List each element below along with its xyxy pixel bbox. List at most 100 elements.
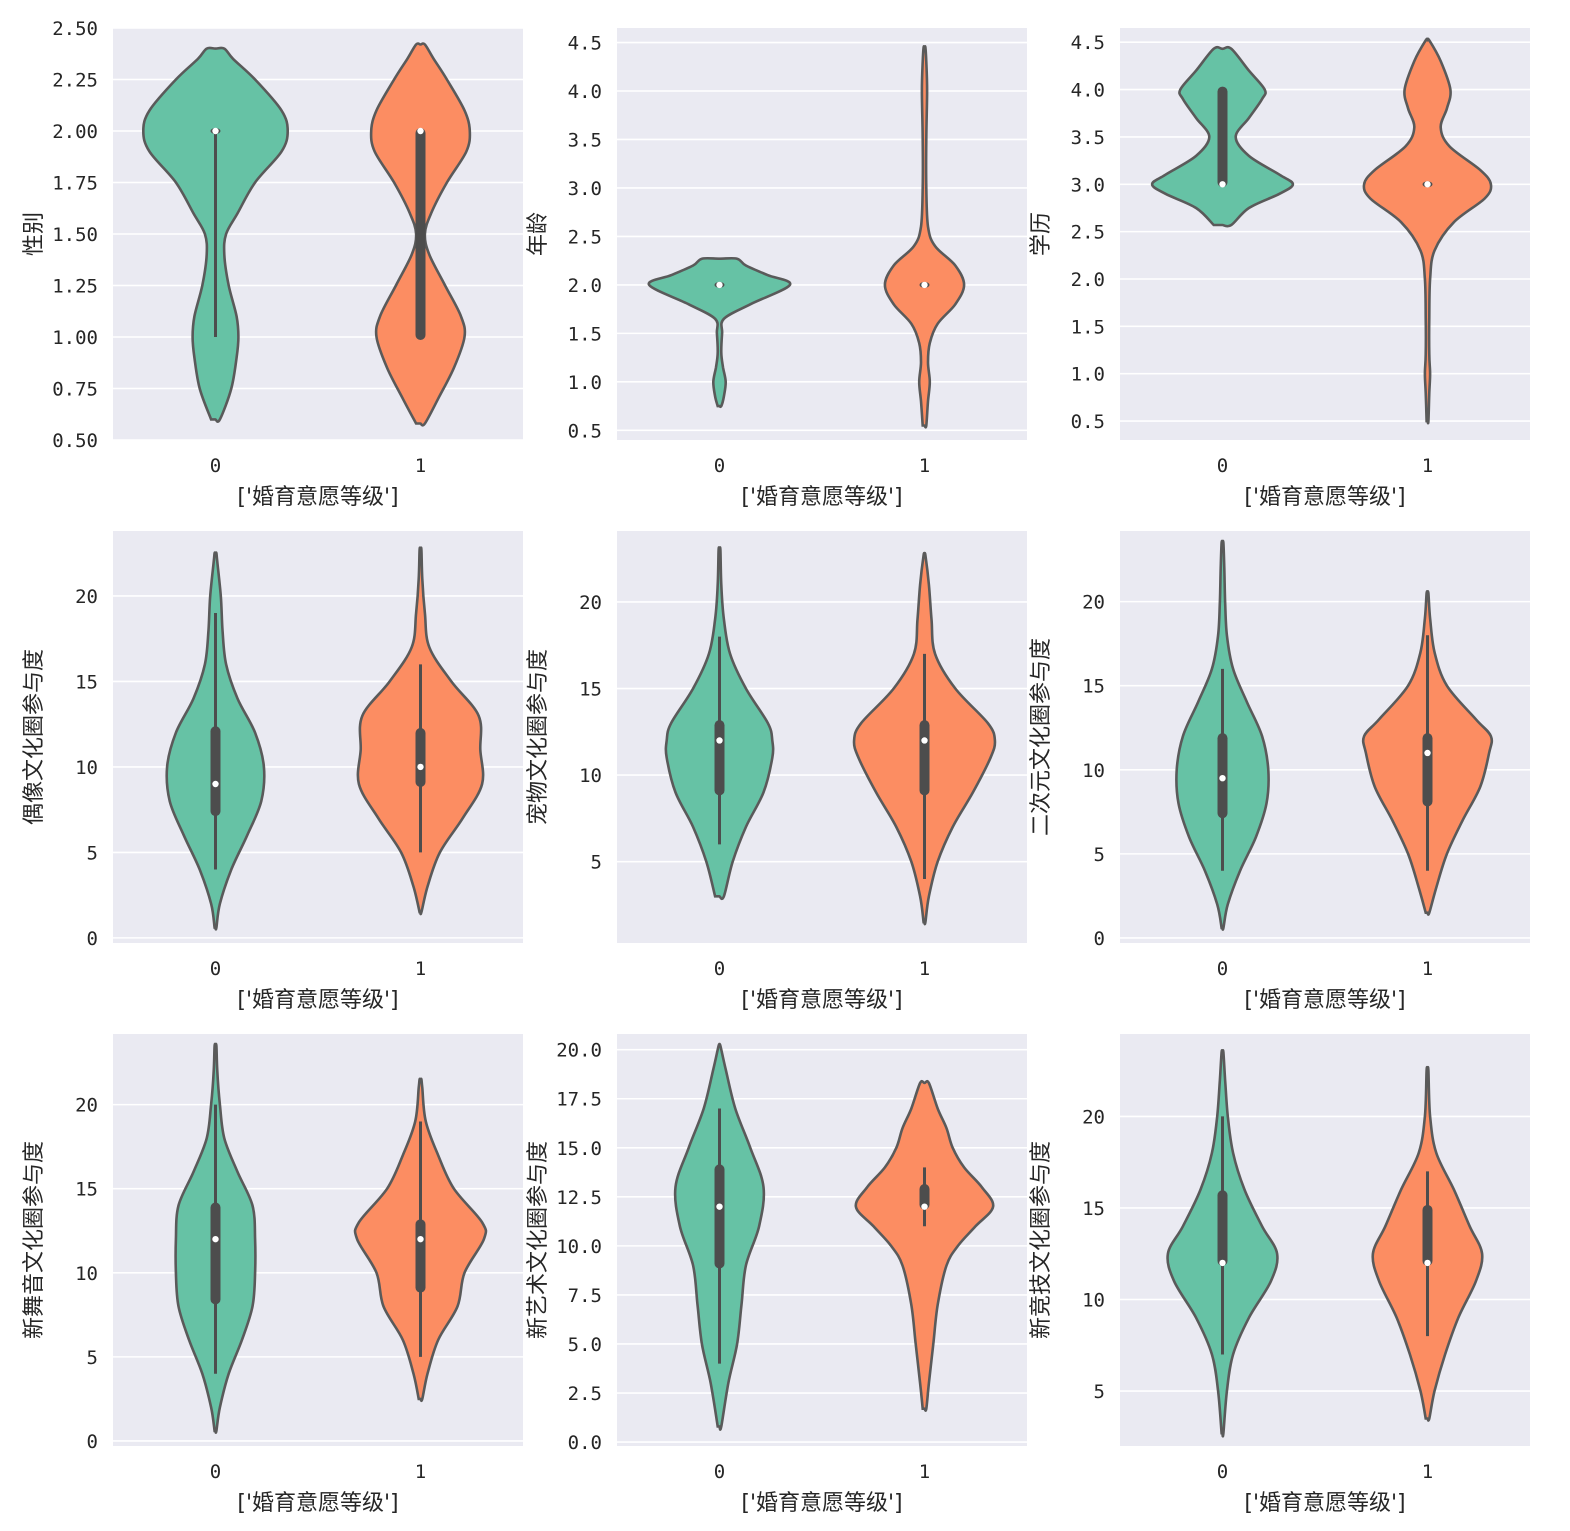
x-tick-label: 0 [210, 1461, 221, 1483]
x-axis-label: ['婚育意愿等级'] [741, 1491, 902, 1516]
subplot-2: 0.5 1.0 1.5 2.0 2.5 3.0 3.5 4.0 4.5 0 1 ['婚育意愿等级'] 年… [526, 28, 1027, 510]
y-tick-label: 1.5 [568, 323, 602, 345]
y-tick-label: 2.25 [52, 70, 98, 92]
y-tick-label: 15.0 [556, 1138, 602, 1160]
iqr-box [415, 128, 426, 340]
median-dot [212, 127, 219, 135]
y-tick-label: 20 [579, 592, 602, 614]
y-tick-label: 1.0 [568, 372, 602, 394]
median-dot [212, 780, 219, 788]
y-axis-label: 年龄 [526, 212, 551, 256]
y-tick-label: 10 [1082, 760, 1105, 782]
median-dot [1219, 1259, 1226, 1267]
y-axis-label: 宠物文化圈参与度 [526, 649, 551, 825]
iqr-box [1217, 86, 1228, 188]
y-tick-label: 4.0 [1071, 80, 1105, 102]
x-axis-label: ['婚育意愿等级'] [1244, 1491, 1405, 1516]
iqr-box [1422, 733, 1433, 807]
violin-group-1 [854, 1079, 995, 1412]
median-dot [1424, 181, 1431, 188]
y-tick-label: 0.75 [52, 379, 98, 401]
iqr-box [210, 1202, 221, 1305]
y-tick-label: 4.5 [1071, 32, 1105, 54]
violin-group-1 [1362, 37, 1493, 425]
x-tick-label: 0 [210, 455, 221, 477]
median-dot [212, 1235, 219, 1243]
y-tick-label: 0 [1094, 928, 1105, 950]
x-axis-label: ['婚育意愿等级'] [1244, 485, 1405, 510]
median-dot [921, 737, 928, 744]
y-tick-label: 0 [87, 928, 98, 950]
y-tick-label: 20.0 [556, 1040, 602, 1062]
plot-background [617, 1034, 1027, 1446]
median-dot [417, 1235, 424, 1243]
y-tick-label: 4.0 [568, 81, 602, 103]
median-dot [1424, 1259, 1431, 1267]
x-axis-label: ['婚育意愿等级'] [237, 988, 398, 1013]
y-tick-label: 1.50 [52, 224, 98, 246]
y-tick-label: 2.0 [568, 275, 602, 297]
y-tick-label: 1.25 [52, 276, 98, 298]
y-tick-label: 2.5 [1071, 222, 1105, 244]
y-tick-label: 20 [1082, 592, 1105, 614]
y-tick-label: 3.0 [568, 178, 602, 200]
x-tick-label: 0 [714, 958, 725, 980]
iqr-box [415, 728, 426, 788]
y-tick-label: 5 [1094, 1381, 1105, 1403]
subplot-9: 5 10 15 20 0 1 ['婚育意愿等级'] 新竞技文化圈参与度 [1029, 1034, 1530, 1516]
y-tick-label: 1.0 [1071, 364, 1105, 386]
y-tick-label: 5 [591, 852, 602, 874]
x-tick-label: 1 [1422, 455, 1433, 477]
subplot-1: 0.50 0.75 1.00 1.25 1.50 1.75 2.00 2.25 2.50 0 1 ['… [22, 18, 523, 510]
x-tick-label: 0 [714, 455, 725, 477]
x-tick-label: 0 [1217, 958, 1228, 980]
violin-group-1 [883, 45, 966, 429]
y-tick-label: 0.50 [52, 430, 98, 452]
y-tick-label: 20 [1082, 1106, 1105, 1128]
median-dot [1219, 775, 1226, 782]
y-tick-label: 0.5 [568, 420, 602, 442]
y-tick-label: 0.5 [1071, 411, 1105, 433]
x-tick-label: 1 [919, 958, 930, 980]
y-tick-label: 15 [75, 671, 98, 693]
y-tick-label: 2.0 [1071, 269, 1105, 291]
y-axis-label: 性别 [22, 212, 47, 256]
violin-group-0 [647, 256, 792, 409]
iqr-box [919, 1184, 930, 1210]
y-axis-label: 新舞音文化圈参与度 [22, 1141, 47, 1339]
subplot-7: 0 5 10 15 20 0 1 ['婚育意愿等级'] 新舞音文化圈参与度 [22, 1034, 523, 1516]
iqr-box [1422, 1204, 1433, 1266]
median-dot [921, 281, 928, 289]
y-tick-label: 17.5 [556, 1089, 602, 1111]
y-tick-label: 20 [75, 1095, 98, 1117]
median-dot [1424, 749, 1431, 757]
y-axis-label: 二次元文化圈参与度 [1029, 638, 1054, 836]
iqr-box [919, 720, 930, 796]
subplot-5: 5 10 15 20 0 1 ['婚育意愿等级'] 宠物文化圈参与度 [526, 531, 1027, 1013]
y-tick-label: 1.5 [1071, 316, 1105, 338]
subplot-6: 0 5 10 15 20 0 1 ['婚育意愿等级'] 二次元文化圈参与度 [1029, 531, 1530, 1013]
median-dot [716, 737, 723, 744]
iqr-box [210, 726, 221, 817]
y-tick-label: 0 [87, 1431, 98, 1453]
y-tick-label: 10 [75, 757, 98, 779]
y-tick-label: 5 [87, 1347, 98, 1369]
y-tick-label: 2.50 [52, 18, 98, 40]
y-tick-label: 7.5 [568, 1285, 602, 1307]
y-tick-label: 15 [1082, 676, 1105, 698]
x-tick-label: 1 [415, 1461, 426, 1483]
median-dot [716, 281, 723, 289]
x-tick-label: 1 [1422, 958, 1433, 980]
x-axis-label: ['婚育意愿等级'] [1244, 988, 1405, 1013]
y-tick-label: 10.0 [556, 1236, 602, 1258]
y-tick-label: 10 [579, 765, 602, 787]
y-tick-label: 2.00 [52, 121, 98, 143]
median-dot [417, 763, 424, 771]
y-tick-label: 2.5 [568, 1383, 602, 1405]
iqr-box [1217, 1190, 1228, 1266]
y-tick-label: 5.0 [568, 1334, 602, 1356]
x-tick-label: 1 [415, 958, 426, 980]
y-tick-label: 1.00 [52, 327, 98, 349]
subplot-8: 0.0 2.5 5.0 7.5 10.0 12.5 15.0 17.5 20.0 0 1 ['婚育意愿… [526, 1034, 1027, 1516]
x-axis-label: ['婚育意愿等级'] [741, 988, 902, 1013]
